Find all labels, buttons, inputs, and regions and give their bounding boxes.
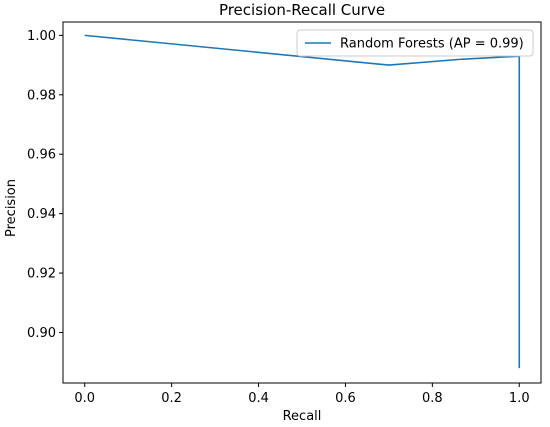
y-tick-label: 0.92	[27, 267, 56, 282]
x-tick-label: 1.0	[509, 391, 530, 406]
x-tick-label: 0.4	[248, 391, 269, 406]
y-tick-label: 0.90	[27, 326, 56, 341]
plot-area-border	[62, 21, 542, 384]
y-tick-label: 1.00	[27, 29, 56, 44]
axes-frame	[62, 21, 542, 384]
x-axis-label: Recall	[283, 409, 322, 424]
y-tick-label: 0.94	[27, 207, 56, 222]
series-line-random-forests	[84, 34, 521, 369]
x-tick-label: 0.2	[161, 391, 182, 406]
x-tick-label: 0.8	[422, 391, 443, 406]
y-axis-ticks: 0.90 0.92 0.94 0.96 0.98 1.00	[27, 29, 63, 341]
legend-label: Random Forests (AP = 0.99)	[340, 37, 524, 52]
x-tick-label: 0.0	[74, 391, 95, 406]
x-tick-label: 0.6	[335, 391, 356, 406]
legend-box	[296, 29, 534, 57]
legend: Random Forests (AP = 0.99)	[296, 29, 534, 57]
y-tick-label: 0.98	[27, 88, 56, 103]
plot-lines	[84, 34, 521, 369]
chart-title: Precision-Recall Curve	[219, 1, 385, 19]
y-axis-label: Precision	[4, 179, 19, 237]
x-axis-ticks: 0.0 0.2 0.4 0.6 0.8 1.0	[74, 383, 530, 406]
y-tick-label: 0.96	[27, 148, 56, 163]
